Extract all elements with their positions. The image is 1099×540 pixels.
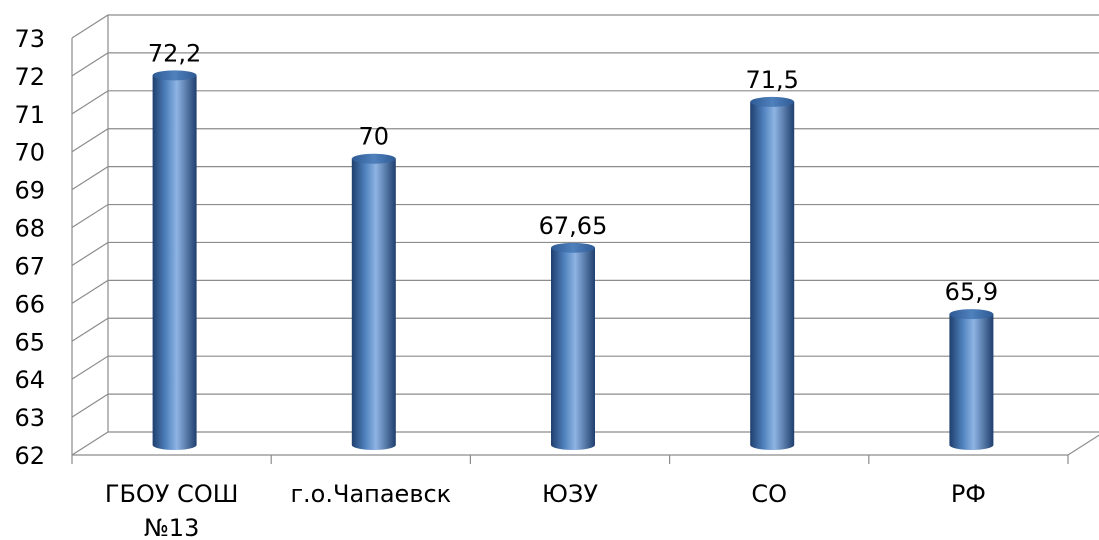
x-category-label: №13 bbox=[144, 514, 200, 540]
y-tick-label: 67 bbox=[14, 252, 45, 280]
gridline bbox=[71, 14, 1099, 39]
y-tick-label: 64 bbox=[14, 366, 45, 394]
y-tick-label: 73 bbox=[14, 25, 45, 53]
grid-layer bbox=[71, 14, 1099, 464]
bar-cap bbox=[949, 309, 994, 320]
x-category-label: СО bbox=[751, 480, 787, 508]
data-label: 71,5 bbox=[745, 66, 798, 94]
bar bbox=[351, 153, 396, 450]
gridline bbox=[71, 128, 1099, 153]
bar-body bbox=[750, 101, 795, 450]
bar-body bbox=[152, 75, 197, 450]
bar-cap bbox=[152, 70, 197, 81]
bar bbox=[152, 70, 197, 450]
bar bbox=[949, 309, 994, 450]
y-tick-label: 71 bbox=[14, 101, 45, 129]
x-category-label: г.о.Чапаевск bbox=[290, 480, 451, 508]
y-tick-label: 65 bbox=[14, 328, 45, 356]
data-label: 65,9 bbox=[945, 278, 998, 306]
floor-right-edge bbox=[1067, 434, 1099, 456]
bar bbox=[551, 242, 595, 450]
bar-cap bbox=[551, 242, 595, 253]
data-label: 72,2 bbox=[148, 39, 201, 67]
bar-cap bbox=[351, 153, 396, 164]
bar-cap bbox=[750, 96, 795, 107]
y-tick-label: 66 bbox=[14, 290, 45, 318]
bar-body bbox=[551, 247, 595, 450]
data-label: 67,65 bbox=[539, 212, 608, 240]
x-category-label: ЮЗУ bbox=[542, 480, 598, 508]
bar bbox=[750, 96, 795, 450]
bars-layer bbox=[152, 70, 994, 450]
bar-body bbox=[949, 314, 994, 450]
labels-layer: 62 63 64 65 66 67 68 69 70 71 72 73 72,2 ГБОУ СОШ №13 7… bbox=[14, 25, 998, 540]
y-tick-label: 63 bbox=[14, 404, 45, 432]
gridline bbox=[71, 90, 1099, 115]
y-tick-label: 72 bbox=[14, 63, 45, 91]
y-tick-label: 69 bbox=[14, 177, 45, 205]
gridline bbox=[71, 166, 1099, 191]
y-tick-label: 70 bbox=[14, 139, 45, 167]
x-category-label: ГБОУ СОШ bbox=[105, 480, 239, 508]
y-tick-label: 62 bbox=[14, 442, 45, 470]
data-label: 70 bbox=[359, 123, 390, 151]
y-tick-label: 68 bbox=[14, 215, 45, 243]
bar-body bbox=[351, 158, 396, 450]
gridline bbox=[71, 52, 1099, 77]
x-category-label: РФ bbox=[951, 480, 986, 508]
